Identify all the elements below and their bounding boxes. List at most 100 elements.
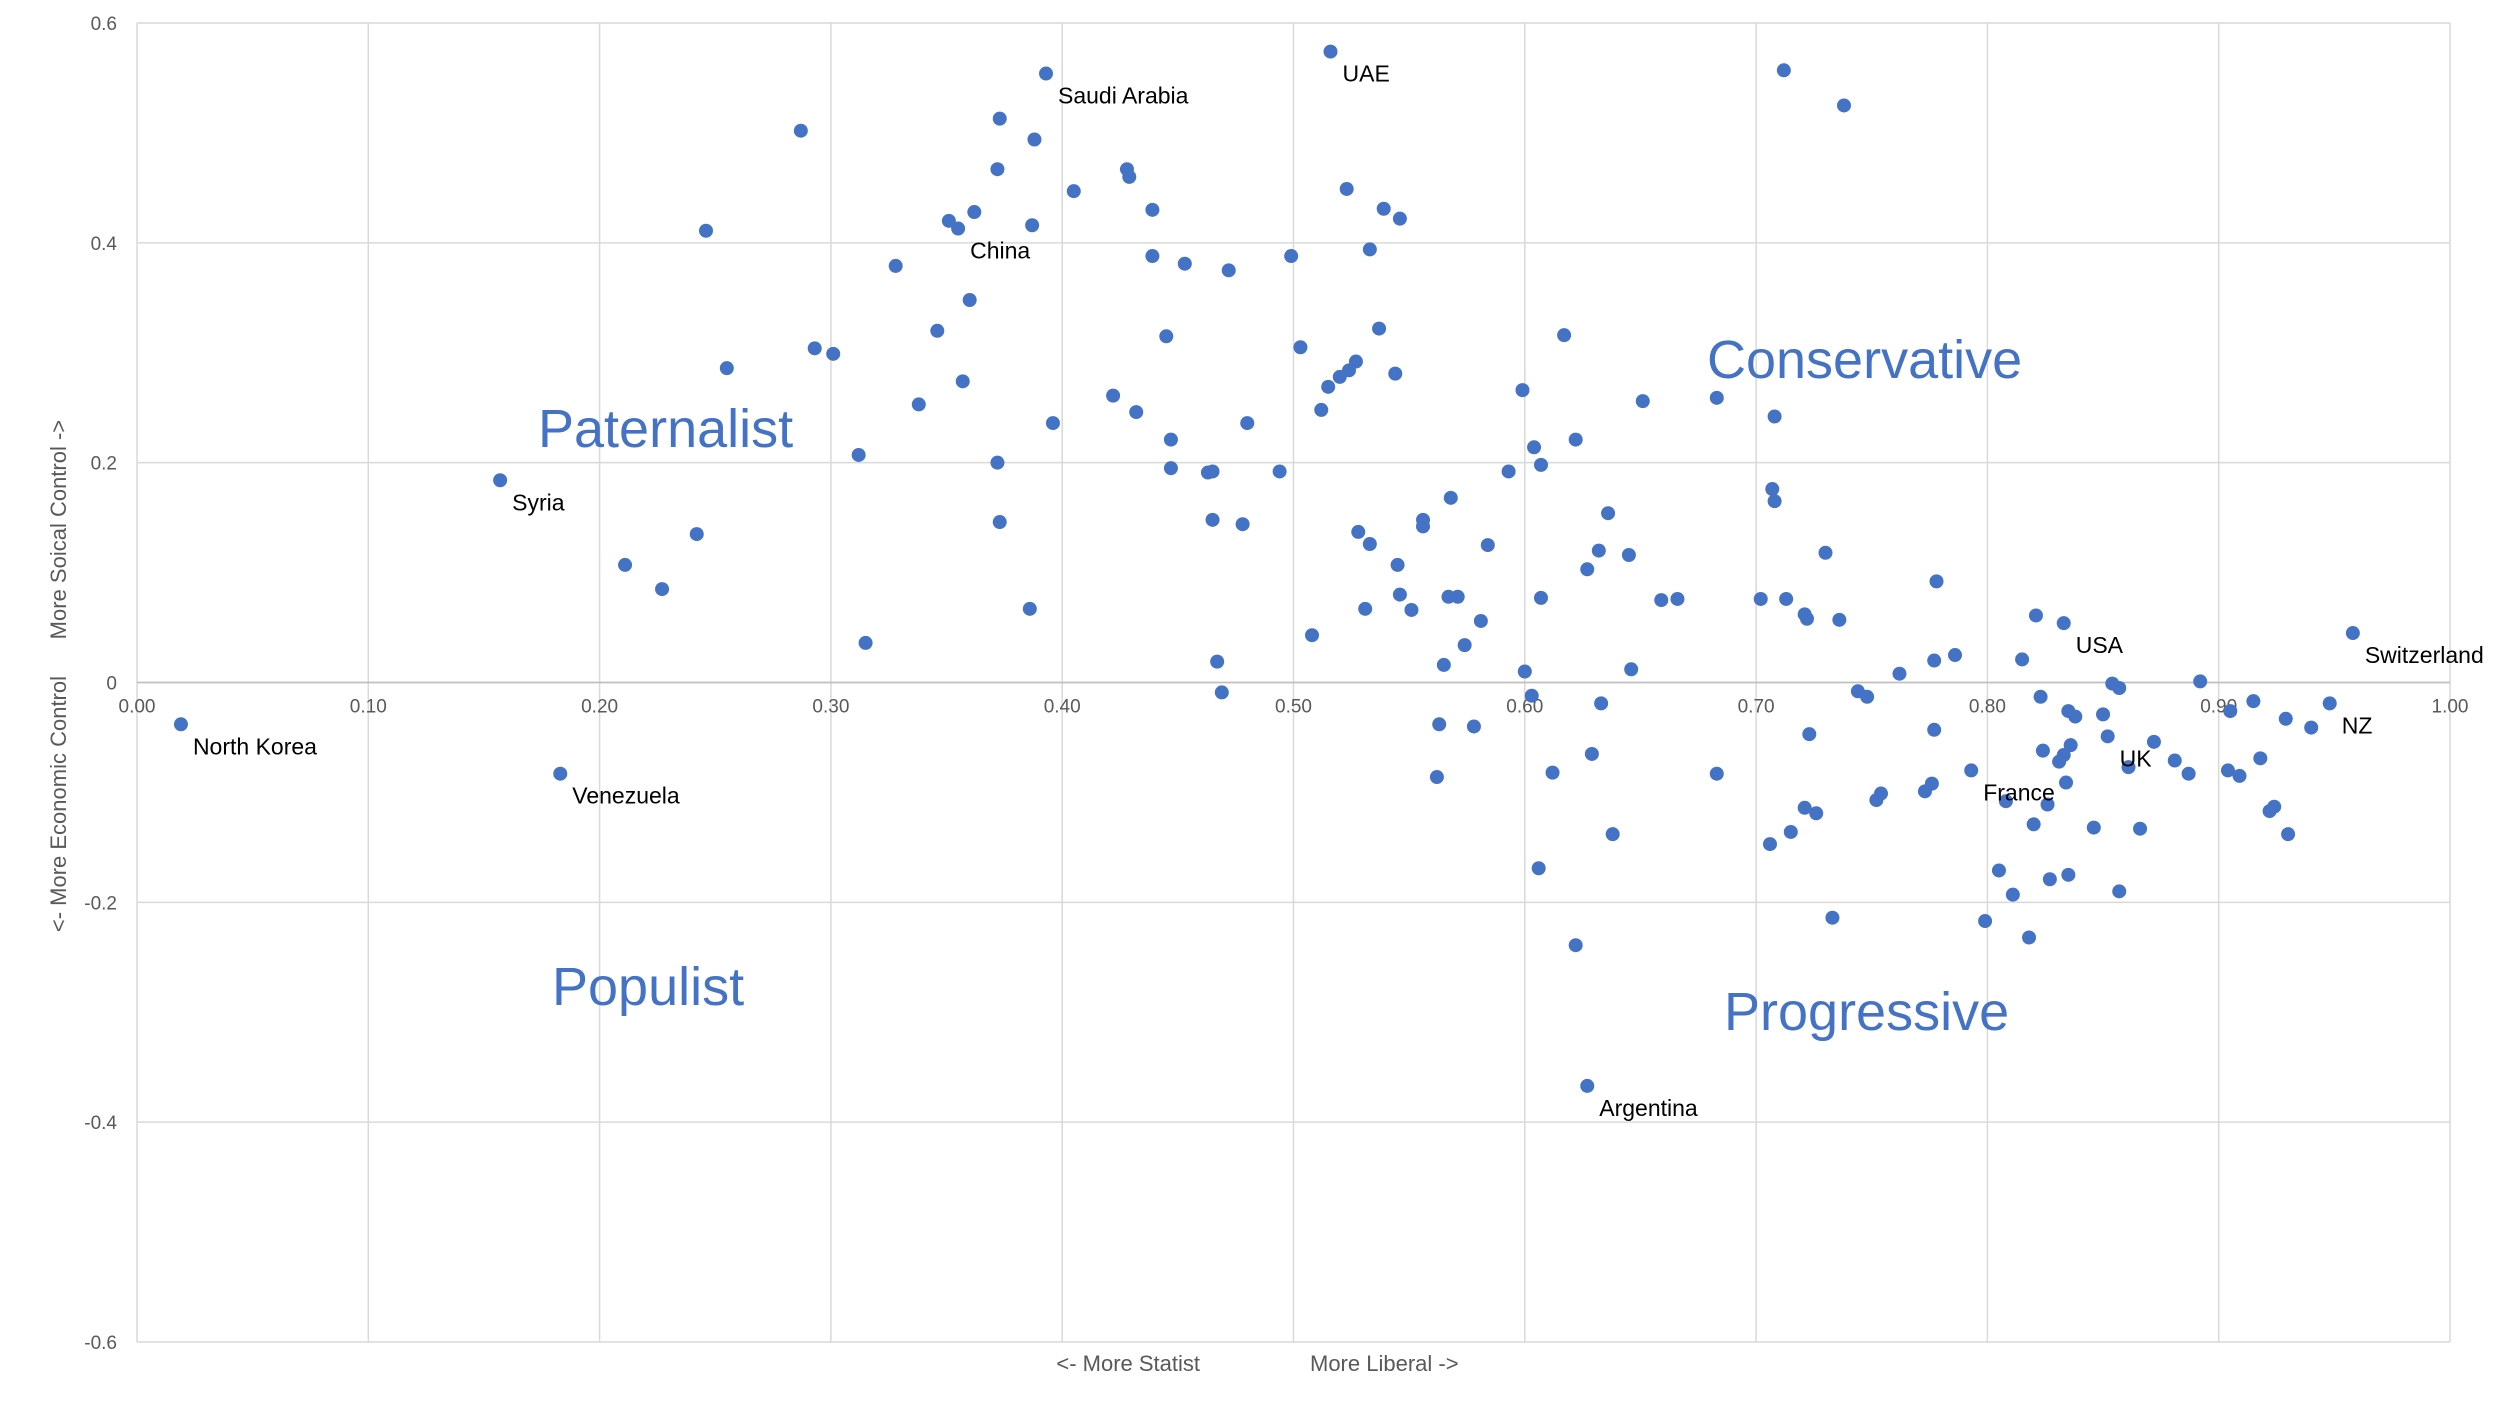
data-point	[1767, 494, 1782, 509]
data-point	[1163, 461, 1178, 476]
data-point	[1783, 824, 1798, 839]
point-label: Syria	[512, 489, 565, 515]
data-point	[1584, 746, 1599, 761]
data-point	[2028, 608, 2043, 623]
data-point	[1480, 538, 1495, 553]
x-tick-label: 0.40	[1044, 697, 1081, 718]
data-point	[858, 635, 873, 650]
data-point-labeled	[2100, 729, 2115, 744]
data-point	[1998, 794, 2013, 809]
data-point	[2056, 748, 2071, 763]
data-point	[1205, 512, 1220, 527]
x-tick-label: 1.00	[2432, 697, 2469, 718]
x-tick-label: 0.70	[1738, 697, 1775, 718]
y-tick-label: 0	[106, 674, 117, 695]
data-point	[2096, 707, 2111, 722]
data-point	[1927, 653, 1942, 668]
data-point-labeled	[1039, 66, 1054, 81]
data-point	[1517, 664, 1532, 679]
grid-layer	[136, 22, 2451, 1343]
data-point	[1501, 464, 1516, 479]
data-point	[955, 374, 970, 389]
data-point	[1376, 201, 1391, 216]
data-point	[1753, 591, 1768, 606]
data-point	[1991, 863, 2006, 878]
data-point-labeled	[1964, 763, 1979, 778]
data-point	[1404, 602, 1419, 617]
data-point	[1339, 181, 1354, 196]
data-point	[2063, 738, 2078, 753]
data-point	[1776, 63, 1791, 78]
data-point	[1767, 409, 1782, 424]
data-point	[1531, 861, 1546, 876]
data-point	[1568, 938, 1583, 953]
point-label: North Korea	[193, 733, 317, 759]
data-point	[1177, 256, 1192, 271]
data-point	[1466, 719, 1481, 734]
x-tick-label: 0.50	[1275, 697, 1312, 718]
data-point	[1765, 482, 1780, 497]
data-point	[1605, 827, 1620, 842]
data-point	[1892, 666, 1907, 681]
data-point-labeled	[1323, 44, 1338, 59]
data-point	[1825, 910, 1840, 925]
data-point	[1450, 589, 1465, 604]
data-point	[2220, 763, 2235, 778]
data-point	[967, 205, 982, 220]
data-point	[1392, 211, 1407, 226]
data-point	[2223, 704, 2238, 719]
data-point	[930, 323, 945, 338]
data-point	[1624, 662, 1639, 677]
data-point	[1045, 416, 1060, 431]
point-label: NZ	[2342, 712, 2373, 738]
data-point	[1874, 786, 1889, 801]
data-point	[807, 341, 822, 356]
data-point	[1210, 654, 1225, 669]
data-point	[2112, 680, 2127, 695]
point-label: China	[970, 238, 1030, 264]
data-point	[2112, 884, 2127, 899]
y-tick-label: 0.6	[91, 14, 117, 35]
x-axis-title-right: More Liberal ->	[1310, 1351, 1459, 1376]
data-point	[1524, 688, 1539, 703]
data-point	[992, 515, 1007, 530]
data-point	[2267, 799, 2282, 814]
data-point-labeled	[493, 473, 508, 488]
data-point	[1145, 202, 1160, 217]
data-point	[719, 361, 734, 376]
data-point	[1709, 390, 1724, 405]
data-point	[1515, 383, 1530, 398]
data-point	[2246, 694, 2261, 709]
data-point	[1533, 457, 1548, 472]
data-point	[793, 123, 808, 138]
data-point	[1432, 717, 1447, 732]
point-label: France	[1983, 779, 2055, 805]
data-point-labeled	[2322, 696, 2337, 711]
data-points	[173, 44, 2360, 1093]
data-point	[1799, 611, 1814, 626]
x-tick-label: 0.80	[1969, 697, 2006, 718]
data-point	[1240, 416, 1255, 431]
data-point	[1293, 340, 1308, 355]
quadrant-labels: Paternalist Conservative Populist Progre…	[538, 330, 2022, 1042]
data-point	[1457, 638, 1472, 653]
data-point	[911, 397, 926, 412]
data-point	[2121, 760, 2136, 775]
data-point	[1214, 685, 1229, 700]
data-point	[1557, 328, 1572, 343]
data-point	[1205, 464, 1220, 479]
y-axis-title: <- More Economic Control More Soical Con…	[46, 420, 71, 932]
data-point	[1580, 562, 1595, 577]
data-point	[851, 447, 866, 462]
data-point	[1284, 249, 1299, 264]
x-tick-label: 0.00	[119, 697, 156, 718]
data-point	[1321, 379, 1336, 394]
data-point	[1927, 722, 1942, 737]
data-point	[2086, 820, 2101, 835]
data-point	[826, 346, 841, 361]
data-point	[2304, 720, 2319, 735]
point-label: Switzerland	[2365, 642, 2484, 668]
data-point	[1362, 242, 1377, 257]
data-point	[1533, 590, 1548, 605]
